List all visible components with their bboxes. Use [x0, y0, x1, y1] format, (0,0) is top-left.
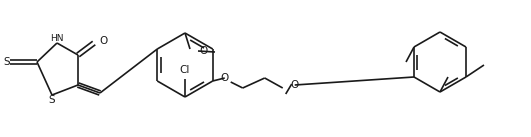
Text: O: O	[290, 80, 299, 90]
Text: Cl: Cl	[180, 65, 190, 75]
Text: O: O	[199, 46, 207, 56]
Text: O: O	[220, 73, 229, 83]
Text: O: O	[99, 36, 107, 46]
Text: S: S	[49, 95, 55, 105]
Text: HN: HN	[50, 34, 64, 43]
Text: S: S	[3, 57, 10, 67]
